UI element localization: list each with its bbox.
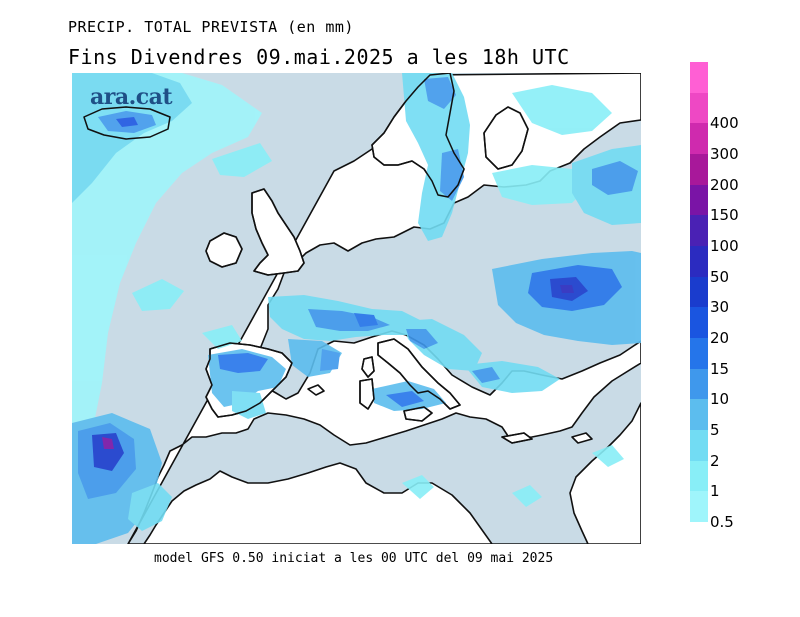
legend-swatch <box>690 215 708 246</box>
legend-label: 20 <box>710 329 730 347</box>
legend-label: 5 <box>710 421 720 439</box>
legend-label: 100 <box>710 237 739 255</box>
legend-swatch <box>690 307 708 338</box>
legend-label: 10 <box>710 390 730 409</box>
precip-atlantic-band <box>72 73 262 453</box>
legend-swatch <box>690 368 708 400</box>
ara-cat-logo: ara.cat <box>90 84 173 110</box>
balearic-islands <box>307 384 325 396</box>
model-info: model GFS 0.50 iniciat a les 00 UTC del … <box>154 551 554 566</box>
cyprus <box>571 432 593 444</box>
legend-swatch <box>690 276 708 308</box>
legend-swatch <box>690 246 708 277</box>
legend-label: 400 <box>710 114 739 133</box>
legend-swatch <box>690 430 708 461</box>
legend-swatch <box>690 154 708 185</box>
legend-swatch <box>690 123 708 154</box>
chart-subtitle: Fins Divendres 09.mai.2025 a les 18h UTC <box>68 45 570 69</box>
legend-label: 300 <box>710 145 739 163</box>
legend-swatch <box>690 62 708 93</box>
legend-swatch <box>690 338 708 369</box>
legend-swatch <box>690 399 708 430</box>
legend-label: 2 <box>710 451 720 470</box>
legend-label: 30 <box>710 298 730 317</box>
legend-swatch <box>690 92 708 124</box>
legend-label: 0.5 <box>710 513 734 531</box>
precip-fields <box>72 73 641 544</box>
precip-iceland-core <box>116 117 138 127</box>
legend-swatch <box>690 491 708 522</box>
chart-title: PRECIP. TOTAL PREVISTA (en mm) <box>68 18 354 36</box>
legend-swatch <box>690 460 708 492</box>
legend-swatch <box>690 184 708 216</box>
legend-label: 150 <box>710 206 739 225</box>
legend-label: 50 <box>710 267 730 286</box>
legend-label: 15 <box>710 359 730 378</box>
legend-label: 1 <box>710 482 720 501</box>
legend-label: 200 <box>710 175 739 194</box>
color-legend <box>690 62 710 522</box>
continental-europe <box>127 73 641 544</box>
precipitation-map[interactable] <box>72 73 641 544</box>
